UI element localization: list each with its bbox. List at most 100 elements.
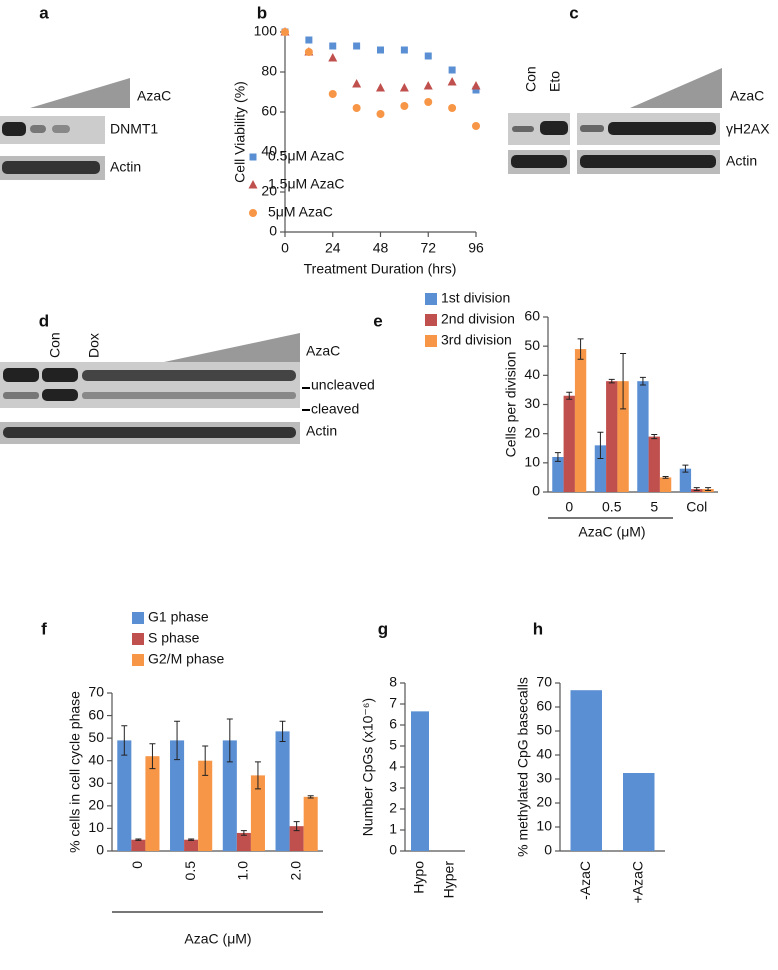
error-bar (174, 720, 181, 761)
bar (222, 740, 237, 851)
error-bar (554, 452, 561, 462)
blot-label: DNMT1 (110, 121, 158, 137)
band (3, 427, 296, 438)
bar (594, 445, 607, 492)
panel-letter: a (39, 3, 49, 22)
y-tick-label: 10 (88, 819, 104, 835)
x-tick-label: 0 (129, 861, 145, 869)
x-tick-label: 96 (468, 240, 484, 256)
y-axis-label: Cells per division (503, 352, 519, 458)
blot-label: AzaC (730, 88, 764, 104)
bar (131, 839, 146, 851)
blot-label: uncleaved (311, 377, 375, 393)
bar (289, 826, 304, 851)
y-tick-label: 50 (524, 337, 540, 353)
point (423, 81, 433, 90)
point (400, 46, 408, 54)
band (82, 370, 296, 381)
legend-label: G2/M phase (148, 651, 224, 667)
y-tick-label: 0 (532, 483, 540, 499)
gradient-triangle (30, 78, 130, 108)
x-tick-label: 2.0 (287, 861, 303, 881)
bar (570, 690, 602, 851)
bar (411, 711, 429, 851)
band (82, 392, 296, 399)
bar (117, 740, 132, 851)
band (30, 125, 46, 133)
error-bar (651, 434, 658, 440)
legend-label: 2nd division (441, 311, 515, 327)
lane-label: Con (523, 66, 539, 92)
band (52, 125, 70, 133)
point (304, 48, 313, 56)
error-bar (566, 391, 573, 400)
blot-label: Actin (110, 159, 141, 175)
legend-label: G1 phase (148, 609, 209, 625)
panel-letter: c (569, 3, 578, 22)
gradient-triangle (630, 68, 722, 108)
y-tick-label: 80 (261, 63, 277, 79)
point (448, 66, 456, 74)
point (328, 90, 337, 98)
bar (648, 436, 660, 492)
band (511, 155, 567, 168)
point (305, 36, 313, 44)
y-tick-label: 0 (544, 842, 552, 858)
x-tick-label: 24 (325, 240, 341, 256)
point (377, 46, 384, 54)
error-bar (705, 487, 712, 492)
bar (617, 381, 629, 492)
error-bar (639, 376, 646, 386)
y-tick-label: 4 (389, 758, 397, 774)
point (424, 52, 432, 60)
band (2, 161, 100, 174)
x-tick-label: 1.0 (235, 861, 251, 881)
y-tick-label: 50 (88, 729, 104, 745)
band (3, 368, 39, 382)
error-bar (240, 830, 247, 836)
legend-swatch (425, 293, 437, 305)
blot-label: AzaC (306, 343, 340, 359)
y-tick-label: 60 (536, 698, 552, 714)
x-tick-label: 0 (565, 499, 573, 515)
bar (563, 395, 575, 492)
point (353, 42, 361, 50)
error-bar (608, 378, 615, 384)
y-tick-label: 8 (389, 674, 397, 690)
y-axis-label: Number CpGs (x10⁻⁶) (360, 698, 376, 836)
y-tick-label: 3 (389, 779, 397, 795)
bar (170, 740, 185, 851)
y-tick-label: 10 (536, 818, 552, 834)
x-tick-label: Col (686, 499, 707, 515)
bar (606, 381, 618, 492)
panel-letter: g (378, 619, 388, 638)
error-bar (597, 431, 604, 459)
legend-label: 0.5μM AzaC (268, 148, 345, 164)
x-axis-label: AzaC (μM) (184, 931, 251, 947)
panel-letter: b (257, 3, 267, 22)
bar (552, 457, 564, 492)
error-bar (149, 743, 156, 770)
legend-swatch (425, 314, 437, 326)
y-tick-label: 60 (261, 103, 277, 119)
band (42, 368, 78, 382)
x-tick-label: Hyper (441, 861, 457, 899)
x-axis-label: AzaC (μM) (578, 524, 645, 540)
x-tick-label: 0.5 (602, 499, 622, 515)
bar (637, 381, 649, 492)
legend-swatch (132, 633, 144, 645)
y-axis-label: Cell Viability (%) (232, 81, 248, 183)
y-tick-label: 100 (254, 23, 278, 39)
point (400, 102, 409, 110)
y-tick-label: 20 (261, 183, 277, 199)
band (3, 392, 39, 399)
y-tick-label: 5 (389, 737, 397, 753)
lane-label: Con (47, 332, 63, 358)
legend-marker (248, 180, 258, 189)
y-tick-label: 6 (389, 716, 397, 732)
point (424, 98, 433, 106)
point (447, 77, 457, 86)
point (448, 104, 457, 112)
band (540, 121, 568, 135)
